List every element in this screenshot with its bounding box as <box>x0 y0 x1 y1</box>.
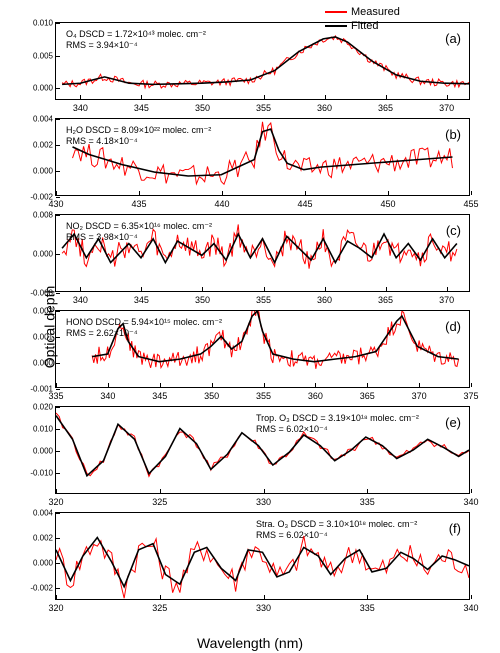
ytick: 0.010 <box>33 425 56 434</box>
xtick: 365 <box>378 103 393 113</box>
panel-d-annotation: HONO DSCD = 5.94×10¹⁵ molec. cm⁻²RMS = 2… <box>66 317 222 340</box>
xtick: 450 <box>380 199 395 209</box>
xtick: 345 <box>134 295 149 305</box>
ytick: 0.002 <box>33 141 56 150</box>
panel-d: HONO DSCD = 5.94×10¹⁵ molec. cm⁻²RMS = 2… <box>55 310 470 388</box>
ytick: -0.002 <box>30 584 56 593</box>
xtick: 360 <box>317 295 332 305</box>
ytick: -0.010 <box>30 469 56 478</box>
ytick: 0.001 <box>33 333 56 342</box>
xtick: 355 <box>256 295 271 305</box>
panel-b-letter: (b) <box>445 127 461 142</box>
xtick: 355 <box>256 391 271 401</box>
panel-f-annotation: Stra. O₃ DSCD = 3.10×10¹⁸ molec. cm⁻²RMS… <box>256 519 417 542</box>
panel-e: Trop. O₃ DSCD = 3.19×10¹⁸ molec. cm⁻²RMS… <box>55 406 470 494</box>
panel-a: O₄ DSCD = 1.72×10⁴³ molec. cm⁻²RMS = 3.9… <box>55 22 470 100</box>
xtick: 325 <box>152 497 167 507</box>
xtick: 340 <box>73 295 88 305</box>
xtick: 330 <box>256 497 271 507</box>
panel-b-annotation: H₂O DSCD = 8.09×10²² molec. cm⁻²RMS = 4.… <box>66 125 211 148</box>
xtick: 365 <box>360 391 375 401</box>
ytick: 0.000 <box>33 559 56 568</box>
xtick: 320 <box>48 497 63 507</box>
panel-f: Stra. O₃ DSCD = 3.10×10¹⁸ molec. cm⁻²RMS… <box>55 512 470 600</box>
xtick: 345 <box>152 391 167 401</box>
ytick: 0.000 <box>33 359 56 368</box>
xtick: 350 <box>195 103 210 113</box>
xtick: 320 <box>48 603 63 613</box>
xtick: 345 <box>134 103 149 113</box>
legend-line-measured <box>325 11 347 13</box>
xtick: 360 <box>308 391 323 401</box>
ytick: 0.000 <box>33 250 56 259</box>
x-axis-label: Wavelength (nm) <box>197 635 303 651</box>
xtick: 330 <box>256 603 271 613</box>
xtick: 340 <box>100 391 115 401</box>
xtick: 340 <box>463 603 478 613</box>
ytick: 0.004 <box>33 115 56 124</box>
panel-e-annotation: Trop. O₃ DSCD = 3.19×10¹⁸ molec. cm⁻²RMS… <box>256 413 419 436</box>
xtick: 325 <box>152 603 167 613</box>
ytick: -0.008 <box>30 289 56 298</box>
xtick: 370 <box>439 295 454 305</box>
xtick: 370 <box>439 103 454 113</box>
xtick: 340 <box>73 103 88 113</box>
ytick: 0.020 <box>33 403 56 412</box>
panel-c-annotation: NO₂ DSCD = 6.35×10¹⁶ molec. cm⁻²RMS = 3.… <box>66 221 212 244</box>
ytick: 0.008 <box>33 211 56 220</box>
xtick: 365 <box>378 295 393 305</box>
ytick: 0.000 <box>33 84 56 93</box>
ytick: 0.002 <box>33 534 56 543</box>
xtick: 430 <box>48 199 63 209</box>
panel-e-letter: (e) <box>445 415 461 430</box>
ytick: 0.002 <box>33 307 56 316</box>
xtick: 335 <box>360 497 375 507</box>
xtick: 360 <box>317 103 332 113</box>
panel-b: H₂O DSCD = 8.09×10²² molec. cm⁻²RMS = 4.… <box>55 118 470 196</box>
legend-label-measured: Measured <box>351 6 400 18</box>
xtick: 355 <box>256 103 271 113</box>
xtick: 370 <box>412 391 427 401</box>
xtick: 435 <box>131 199 146 209</box>
xtick: 335 <box>360 603 375 613</box>
ytick: 0.004 <box>33 509 56 518</box>
xtick: 350 <box>195 295 210 305</box>
ytick: 0.000 <box>33 447 56 456</box>
xtick: 445 <box>297 199 312 209</box>
xtick: 375 <box>463 391 478 401</box>
xtick: 350 <box>204 391 219 401</box>
panel-a-letter: (a) <box>445 31 461 46</box>
ytick: 0.000 <box>33 167 56 176</box>
panel-f-letter: (f) <box>449 521 461 536</box>
panel-a-annotation: O₄ DSCD = 1.72×10⁴³ molec. cm⁻²RMS = 3.9… <box>66 29 206 52</box>
ytick: 0.005 <box>33 51 56 60</box>
xtick: 340 <box>463 497 478 507</box>
xtick: 440 <box>214 199 229 209</box>
panel-c: NO₂ DSCD = 6.35×10¹⁶ molec. cm⁻²RMS = 3.… <box>55 214 470 292</box>
panel-c-letter: (c) <box>446 223 461 238</box>
ytick: 0.010 <box>33 19 56 28</box>
legend-measured: Measured <box>325 6 400 18</box>
xtick: 335 <box>48 391 63 401</box>
xtick: 455 <box>463 199 478 209</box>
panel-d-letter: (d) <box>445 319 461 334</box>
